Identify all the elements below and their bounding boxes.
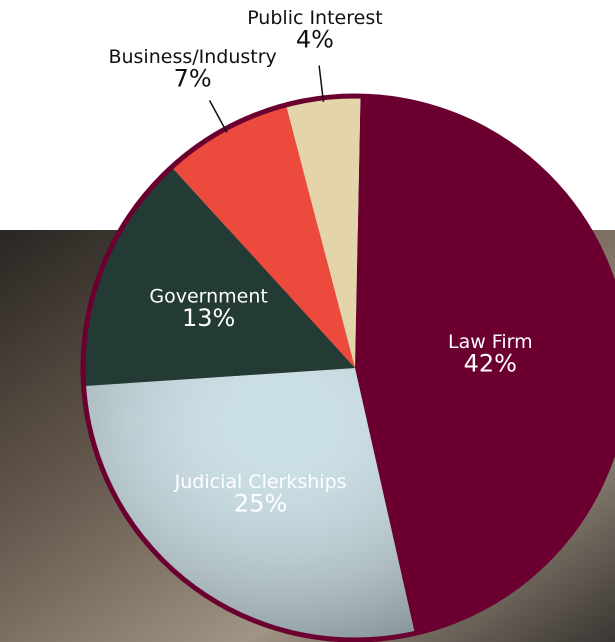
leader-line [208,99,228,133]
slice-name: Business/Industry [108,46,276,68]
slice-shade [83,368,415,640]
slice-name: Government [149,286,268,308]
slice-name: Judicial Clerkships [174,471,347,493]
slice-value: 7% [174,64,212,92]
slice-name: Public Interest [247,7,383,29]
slice-name: Law Firm [448,331,533,353]
slice-value: 13% [182,304,235,332]
slice-value: 42% [464,349,517,377]
pie-border [80,93,615,642]
pie-slice [83,167,356,387]
leader-line [318,65,325,102]
pie-slice [286,96,361,369]
pie-slice [171,104,355,368]
pie-slice [355,96,615,634]
slice-value: 4% [296,25,334,53]
slice-value: 25% [234,489,287,517]
